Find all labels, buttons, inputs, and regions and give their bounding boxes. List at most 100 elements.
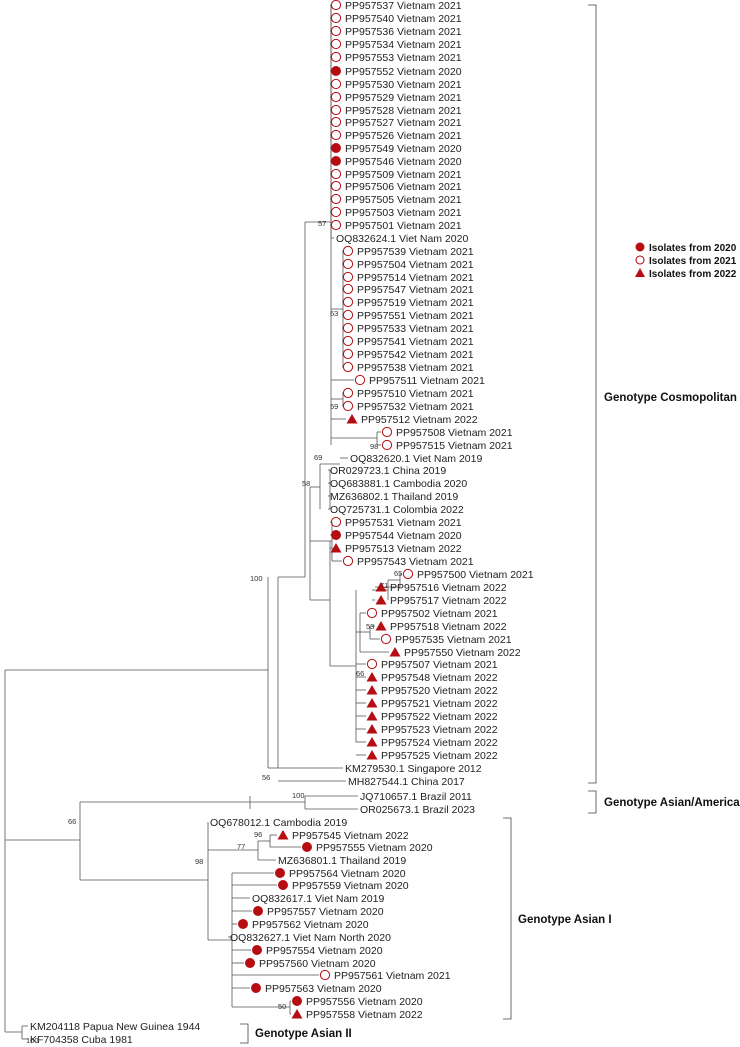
isolate-2022-triangle-icon (366, 737, 378, 747)
bootstrap-value: 57 (318, 219, 326, 228)
isolate-2022-triangle-icon (375, 582, 387, 592)
leaf-label: PP957511 Vietnam 2021 (369, 375, 485, 387)
leaf-label: PP957554 Vietnam 2020 (266, 945, 383, 957)
isolate-2021-open-circle-icon (330, 116, 342, 128)
isolate-2021-open-circle-icon (330, 0, 342, 11)
leaf-label: PP957537 Vietnam 2021 (345, 0, 462, 12)
leaf-label: PP957521 Vietnam 2022 (381, 698, 498, 710)
leaf-label: OR029723.1 China 2019 (330, 465, 446, 477)
genotype-asian-american-label: Genotype Asian/American (604, 797, 740, 809)
isolate-2022-triangle-icon (277, 830, 289, 840)
leaf-label: PP957543 Vietnam 2021 (357, 556, 474, 568)
genotype-asian-1-label: Genotype Asian I (518, 914, 612, 926)
leaf-label: OQ832617.1 Viet Nam 2019 (252, 893, 384, 905)
leaf-label: PP957540 Vietnam 2021 (345, 13, 462, 25)
leaf-label: PP957510 Vietnam 2021 (357, 388, 474, 400)
leaf-label: PP957547 Vietnam 2021 (357, 284, 474, 296)
legend-label-2020: Isolates from 2020 (649, 243, 737, 254)
leaf-label: MZ636801.1 Thailand 2019 (278, 855, 406, 867)
leaf-label: PP957520 Vietnam 2022 (381, 685, 498, 697)
bootstrap-value: 100 (250, 574, 263, 583)
isolate-2021-open-circle-icon (330, 38, 342, 50)
bootstrap-values: 57 63 59 98 69 58 65 71 53 66 100 56 100 66 96 77 98 50 10… (26, 219, 402, 1045)
isolate-2021-open-circle-icon (380, 633, 392, 645)
leaf-label: PP957525 Vietnam 2022 (381, 750, 498, 762)
isolate-2022-triangle-icon (291, 1009, 303, 1019)
leaf-label: PP957505 Vietnam 2021 (345, 194, 462, 206)
bootstrap-value: 63 (330, 309, 338, 318)
isolate-2021-open-circle-icon (342, 245, 354, 257)
leaf-label: PP957523 Vietnam 2022 (381, 724, 498, 736)
isolate-2020-filled-circle-icon (251, 983, 261, 993)
isolate-2021-open-circle-icon (330, 219, 342, 231)
leaf-label: PP957542 Vietnam 2021 (357, 349, 474, 361)
isolate-2020-filled-circle-icon (252, 945, 262, 955)
leaf-label: PP957513 Vietnam 2022 (345, 543, 462, 555)
leaf-label: PP957524 Vietnam 2022 (381, 737, 498, 749)
leaf-label: PP957516 Vietnam 2022 (390, 582, 507, 594)
leaf-label: OR025673.1 Brazil 2023 (360, 804, 475, 816)
leaf-label: PP957509 Vietnam 2021 (345, 169, 462, 181)
leaf-label: PP957528 Vietnam 2021 (345, 105, 462, 117)
isolate-2021-open-circle-icon (342, 335, 354, 347)
isolate-2021-open-circle-icon (342, 258, 354, 270)
isolate-2022-triangle-icon (389, 647, 401, 657)
leaf-label: PP957531 Vietnam 2021 (345, 517, 462, 529)
bootstrap-value: 71 (380, 581, 388, 590)
isolate-2022-triangle-icon (366, 750, 378, 760)
legend-open-circle-icon (635, 255, 645, 265)
isolate-2021-open-circle-icon (330, 206, 342, 218)
leaf-label: PP957530 Vietnam 2021 (345, 79, 462, 91)
leaf-label: PP957508 Vietnam 2021 (396, 427, 513, 439)
isolate-2022-triangle-icon (366, 724, 378, 734)
genotype-asian-2-label: Genotype Asian II (255, 1028, 352, 1040)
leaf-label: PP957564 Vietnam 2020 (289, 868, 406, 880)
leaf-label: OQ678012.1 Cambodia 2019 (210, 817, 347, 829)
tree-branches (4, 4, 402, 1040)
leaf-label: PP957507 Vietnam 2021 (381, 659, 498, 671)
genotype-labels: Genotype Cosmopolitan Genotype Asian/Ame… (255, 392, 740, 1040)
leaf-label: PP957519 Vietnam 2021 (357, 297, 474, 309)
isolate-2022-triangle-icon (375, 595, 387, 605)
leaf-label: PP957532 Vietnam 2021 (357, 401, 474, 413)
leaf-label: PP957534 Vietnam 2021 (345, 39, 462, 51)
leaf-label: PP957506 Vietnam 2021 (345, 181, 462, 193)
leaf-label: PP957550 Vietnam 2022 (404, 647, 521, 659)
legend-label-2021: Isolates from 2021 (649, 256, 737, 267)
isolate-2021-open-circle-icon (319, 969, 331, 981)
bootstrap-value: 98 (195, 857, 203, 866)
leaf-label: PP957548 Vietnam 2022 (381, 672, 498, 684)
legend-filled-circle-icon (635, 242, 645, 252)
leaf-label: PP957503 Vietnam 2021 (345, 207, 462, 219)
isolate-2020-filled-circle-icon (253, 906, 263, 916)
isolate-2021-open-circle-icon (330, 51, 342, 63)
isolate-2021-open-circle-icon (342, 400, 354, 412)
leaf-label: PP957526 Vietnam 2021 (345, 130, 462, 142)
leaf-label: PP957545 Vietnam 2022 (292, 830, 409, 842)
isolate-2022-triangle-icon (346, 414, 358, 424)
bootstrap-value: 58 (302, 479, 310, 488)
bracket-asian-2 (240, 1023, 249, 1044)
isolate-2022-triangle-icon (330, 543, 342, 553)
leaf-label: OQ725731.1 Colombia 2022 (330, 504, 464, 516)
isolate-2021-open-circle-icon (330, 129, 342, 141)
bootstrap-value: 66 (356, 669, 364, 678)
bootstrap-value: 77 (237, 842, 245, 851)
bootstrap-value: 59 (330, 402, 338, 411)
isolate-2021-open-circle-icon (330, 104, 342, 116)
isolate-2022-triangle-icon (366, 711, 378, 721)
leaf-label: PP957556 Vietnam 2020 (306, 996, 423, 1008)
isolate-2021-open-circle-icon (354, 374, 366, 386)
leaf-label: JQ710657.1 Brazil 2011 (360, 791, 472, 803)
isolate-2020-filled-circle-icon (275, 868, 285, 878)
isolate-2022-triangle-icon (366, 698, 378, 708)
leaf-label: KM204118 Papua New Guinea 1944 (30, 1021, 200, 1033)
isolate-2021-open-circle-icon (342, 322, 354, 334)
leaf-label: PP957515 Vietnam 2021 (396, 440, 513, 452)
isolate-2021-open-circle-icon (381, 439, 393, 451)
isolate-2021-open-circle-icon (330, 91, 342, 103)
bootstrap-value: 66 (68, 817, 76, 826)
bootstrap-value: 96 (254, 830, 262, 839)
isolate-2021-open-circle-icon (366, 658, 378, 670)
legend-triangle-icon (635, 268, 645, 277)
